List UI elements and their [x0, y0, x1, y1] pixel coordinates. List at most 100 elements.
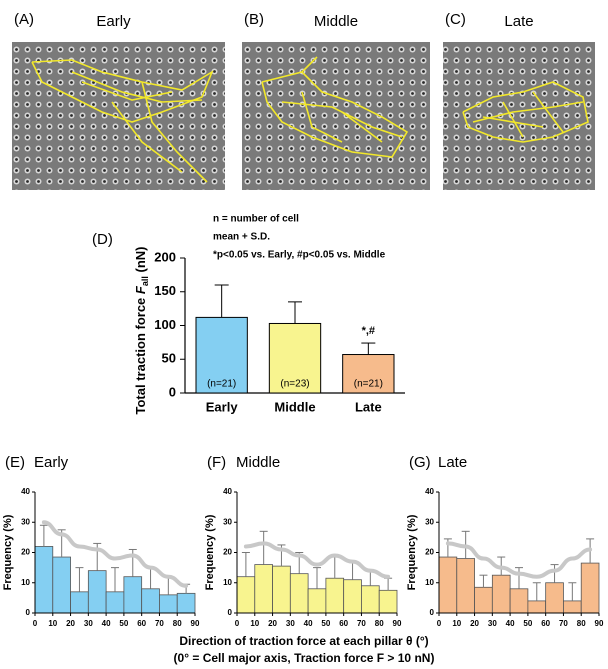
- histogram-bar: [254, 564, 273, 614]
- panel-label: (B): [244, 11, 264, 28]
- bar: [268, 322, 322, 394]
- x-tick-label: 20: [66, 619, 75, 628]
- trend-line: [243, 541, 391, 579]
- panel-title: Late: [504, 13, 533, 30]
- figure-x-label: Direction of traction force at each pill…: [179, 634, 428, 648]
- histogram-bar: [236, 576, 256, 614]
- n-label: (n=23): [280, 379, 309, 390]
- y-tick-label: 40: [21, 487, 30, 496]
- histogram-bar: [289, 573, 309, 614]
- y-axis-label-part: (nN): [133, 247, 148, 277]
- x-tick-label: 10: [452, 619, 461, 628]
- y-tick-label: 10: [223, 578, 232, 587]
- x-tick-label: 30: [84, 619, 93, 628]
- trend-line: [41, 520, 189, 588]
- n-label: (n=21): [354, 379, 383, 390]
- y-tick-label: 20: [425, 548, 434, 557]
- x-tick-label: 60: [137, 619, 146, 628]
- annotation: n = number of cell: [213, 214, 299, 225]
- panel-label: (G): [409, 454, 431, 471]
- histogram-bar: [176, 592, 196, 614]
- panel-title: Late: [438, 454, 467, 471]
- cell-trace: [141, 81, 208, 183]
- y-tick-label: 50: [162, 351, 176, 366]
- x-tick-label: 40: [304, 619, 313, 628]
- histogram-bar: [87, 570, 107, 614]
- x-tick-label: 70: [155, 619, 164, 628]
- x-tick-label: 50: [119, 619, 128, 628]
- panel-title: Early: [96, 13, 131, 30]
- histogram-bar: [141, 588, 160, 614]
- y-axis-label: Frequency (%): [204, 514, 216, 590]
- x-tick-label: 40: [102, 619, 111, 628]
- significance-label: *,#: [362, 325, 375, 337]
- panel-title: Early: [34, 454, 69, 471]
- x-tick-label: 30: [488, 619, 497, 628]
- histogram-bar: [70, 591, 89, 614]
- cell-trace: [71, 71, 203, 103]
- panel-title: Middle: [236, 454, 280, 471]
- histogram-bar: [343, 579, 362, 614]
- histogram-bar: [378, 589, 398, 614]
- panel-label: (C): [445, 11, 466, 28]
- y-tick-label: 30: [425, 517, 434, 526]
- x-tick-label: 20: [268, 619, 277, 628]
- histogram-bar: [527, 600, 547, 614]
- y-axis-label-part: F: [133, 285, 148, 294]
- histogram-bar: [159, 594, 178, 614]
- panel-label: (F): [207, 454, 226, 471]
- x-tick-label: 60: [541, 619, 550, 628]
- y-tick-label: 0: [169, 384, 176, 399]
- x-tick-label: 30: [286, 619, 295, 628]
- histogram-bar: [52, 556, 71, 614]
- y-tick-label: 30: [21, 517, 30, 526]
- x-tick-label: 20: [470, 619, 479, 628]
- y-axis-label: Frequency (%): [406, 514, 418, 590]
- x-tick-label: 70: [357, 619, 366, 628]
- y-tick-label: 10: [21, 578, 30, 587]
- y-tick-label: 20: [223, 548, 232, 557]
- bar: [195, 316, 248, 394]
- cell-trace: [31, 59, 214, 123]
- histogram-bar: [34, 546, 54, 614]
- x-tick-label: Early: [206, 399, 239, 414]
- panel-label: (A): [14, 11, 34, 28]
- x-tick-label: 90: [191, 619, 200, 628]
- histogram-bar: [545, 582, 564, 614]
- histogram-bar: [491, 574, 511, 614]
- x-tick-label: 90: [595, 619, 604, 628]
- y-tick-label: 0: [228, 608, 233, 617]
- x-tick-label: 60: [339, 619, 348, 628]
- y-tick-label: 40: [223, 487, 232, 496]
- x-tick-label: 80: [577, 619, 586, 628]
- y-tick-label: 0: [430, 608, 435, 617]
- cell-trace: [482, 116, 544, 128]
- cell-trace: [261, 71, 409, 158]
- histogram-bar: [563, 600, 582, 614]
- cell-trace: [341, 111, 383, 143]
- microscopy-image: [242, 42, 430, 190]
- panel-label: (E): [5, 454, 25, 471]
- y-tick-label: 100: [154, 317, 176, 332]
- trend-line: [445, 541, 593, 579]
- x-tick-label: 80: [173, 619, 182, 628]
- x-tick-label: Late: [355, 399, 382, 414]
- histogram-bar: [123, 576, 143, 614]
- x-tick-label: 90: [393, 619, 402, 628]
- histogram-bar: [361, 585, 380, 614]
- figure-x-label: (0° = Cell major axis, Traction force F …: [174, 651, 435, 665]
- y-axis-label-part: Total traction force: [133, 294, 148, 414]
- annotation: mean + S.D.: [213, 232, 270, 243]
- bar: [342, 354, 395, 394]
- cell-trace: [111, 101, 183, 173]
- x-tick-label: 0: [437, 619, 442, 628]
- histogram-bar: [325, 577, 345, 614]
- panel-label: (D): [92, 231, 113, 248]
- x-tick-label: 50: [523, 619, 532, 628]
- x-tick-label: 70: [559, 619, 568, 628]
- x-tick-label: 80: [375, 619, 384, 628]
- y-axis-label: Total traction force Fall (nN): [133, 247, 150, 415]
- x-tick-label: Middle: [274, 399, 315, 414]
- x-tick-label: 0: [33, 619, 38, 628]
- cell-trace: [502, 101, 524, 138]
